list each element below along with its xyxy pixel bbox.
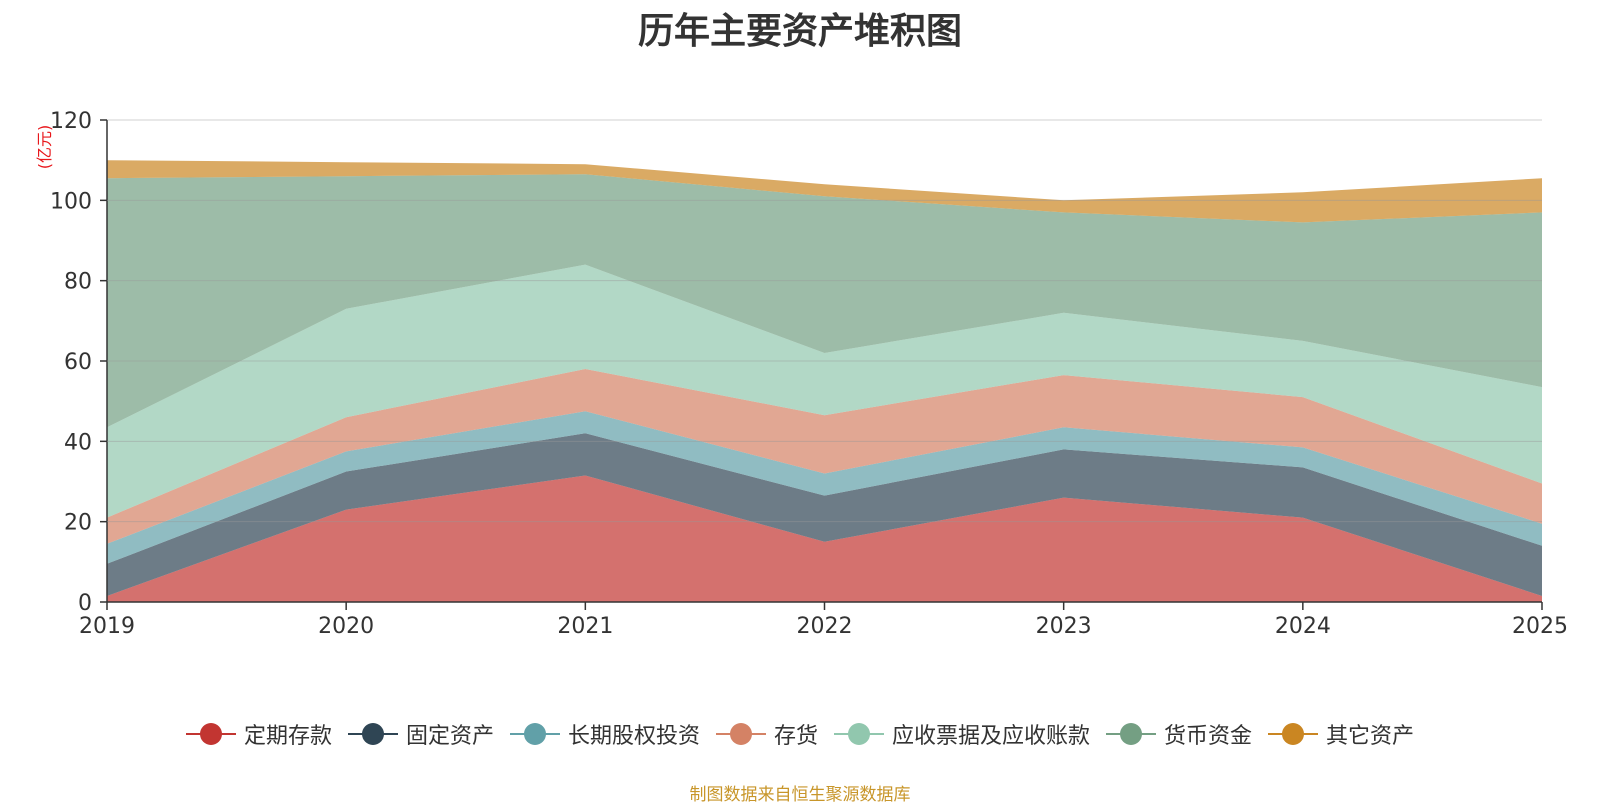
area-固定资产	[107, 433, 1542, 596]
legend-marker-icon	[834, 722, 884, 746]
legend-label: 定期存款	[243, 724, 332, 749]
y-tick-label: 60	[64, 350, 92, 375]
grid-lines	[107, 119, 1542, 523]
x-tick-label: 2024	[1275, 614, 1331, 639]
legend: 定期存款 固定资产 长期股权投资 存货 应收票据及应收账款 货币资金 其它资产	[0, 718, 1600, 750]
x-tick-label: 2020	[318, 614, 374, 639]
legend-item-应收票据及应收账款[interactable]: 应收票据及应收账款	[834, 718, 1090, 750]
x-tick-label: 2019	[79, 614, 135, 639]
y-tick-label: 80	[64, 270, 92, 295]
legend-marker-icon	[347, 722, 398, 746]
axes: 0 20 40 60 80 100 120 2019 2020 2021 2022 2023 2024 2…	[50, 109, 1568, 639]
area-货币资金	[107, 174, 1542, 428]
legend-label: 应收票据及应收账款	[892, 724, 1091, 749]
y-tick-label: 40	[64, 430, 92, 455]
legend-label: 长期股权投资	[567, 724, 700, 749]
y-tick-label: 100	[50, 189, 92, 214]
legend-item-定期存款[interactable]: 定期存款	[185, 718, 332, 750]
area-series	[107, 160, 1542, 602]
legend-item-其它资产[interactable]: 其它资产	[1268, 718, 1414, 750]
legend-label: 存货	[773, 724, 818, 749]
legend-item-长期股权投资[interactable]: 长期股权投资	[509, 718, 700, 750]
legend-marker-icon	[715, 722, 766, 746]
legend-item-存货[interactable]: 存货	[715, 718, 818, 750]
y-axis-unit-label: (亿元)	[35, 125, 54, 170]
data-source-note: 制图数据来自恒生聚源数据库	[689, 785, 911, 805]
area-长期股权投资	[107, 411, 1542, 564]
x-tick-label: 2022	[797, 614, 853, 639]
legend-label: 固定资产	[405, 724, 494, 749]
legend-marker-icon	[185, 722, 236, 746]
area-其它资产	[107, 160, 1542, 223]
chart-title: 历年主要资产堆积图	[637, 11, 962, 52]
x-tick-label: 2023	[1036, 614, 1092, 639]
legend-marker-icon	[1268, 722, 1319, 746]
area-应收票据及应收账款	[107, 264, 1542, 518]
legend-label: 货币资金	[1164, 724, 1253, 749]
y-tick-label: 120	[50, 109, 92, 134]
legend-item-货币资金[interactable]: 货币资金	[1106, 718, 1252, 750]
x-tick-label: 2025	[1512, 614, 1568, 639]
legend-marker-icon	[509, 722, 560, 746]
y-tick-label: 20	[64, 511, 92, 536]
legend-label: 其它资产	[1326, 724, 1415, 749]
x-tick-label: 2021	[557, 614, 613, 639]
legend-marker-icon	[1106, 722, 1157, 746]
y-tick-label: 0	[78, 591, 92, 616]
legend-item-固定资产[interactable]: 固定资产	[347, 718, 494, 750]
area-存货	[107, 369, 1542, 544]
area-定期存款	[107, 475, 1542, 602]
